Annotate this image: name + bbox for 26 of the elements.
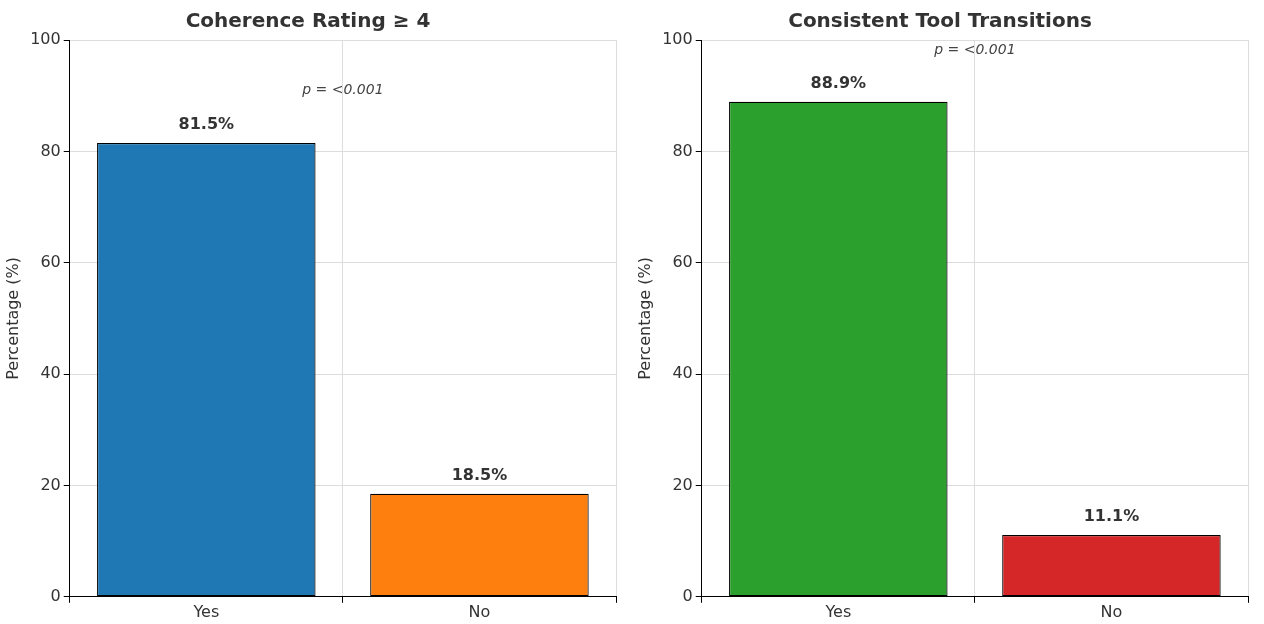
- y-tick-label: 40: [672, 363, 693, 383]
- y-tick-label: 20: [672, 474, 693, 494]
- chart-title: Coherence Rating ≥ 4: [185, 8, 431, 33]
- y-tick-label: 80: [40, 140, 61, 160]
- y-axis-title: Percentage (%): [634, 257, 654, 380]
- y-tick-label: 20: [40, 474, 61, 494]
- annotation: p = <0.001: [301, 80, 384, 97]
- y-tick-label: 60: [672, 251, 693, 271]
- chart-title: Consistent Tool Transitions: [788, 8, 1092, 33]
- y-tick-label: 60: [40, 251, 61, 271]
- y-tick-label: 80: [672, 140, 693, 160]
- x-tick-label: Yes: [824, 601, 852, 621]
- annotation: p = <0.001: [933, 40, 1016, 57]
- data-label: 81.5%: [178, 114, 235, 134]
- data-label: 88.9%: [810, 72, 867, 92]
- data-label: 18.5%: [451, 464, 508, 484]
- x-tick-label: Yes: [192, 601, 220, 621]
- y-tick-label: 0: [50, 585, 61, 605]
- y-tick-label: 40: [40, 363, 61, 383]
- y-tick-label: 100: [30, 29, 61, 49]
- x-tick-label: No: [468, 601, 491, 621]
- x-tick-label: No: [1100, 601, 1123, 621]
- y-axis-title: Percentage (%): [2, 257, 22, 380]
- y-tick-label: 0: [682, 585, 693, 605]
- data-label: 11.1%: [1083, 506, 1140, 526]
- y-tick-label: 100: [662, 29, 693, 49]
